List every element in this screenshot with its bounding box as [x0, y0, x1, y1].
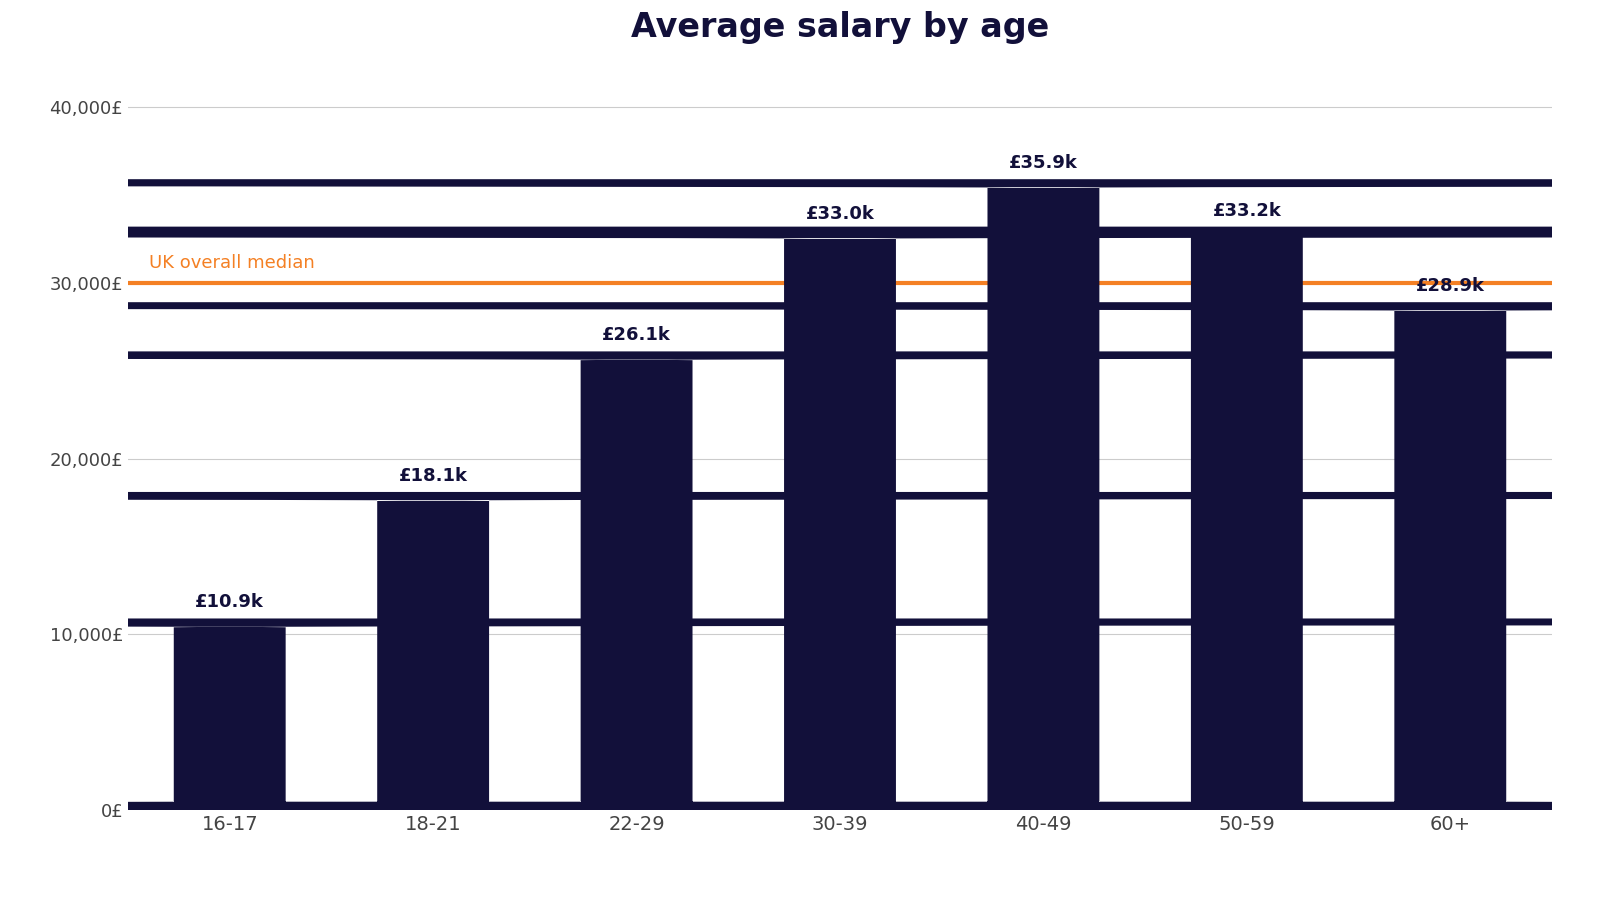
Text: £18.1k: £18.1k	[398, 467, 467, 485]
Title: Average salary by age: Average salary by age	[630, 12, 1050, 44]
FancyBboxPatch shape	[0, 351, 1600, 810]
Text: UK overall median: UK overall median	[149, 255, 315, 273]
FancyBboxPatch shape	[0, 230, 1600, 810]
FancyBboxPatch shape	[0, 492, 1600, 810]
Bar	[1190, 801, 1302, 810]
Bar	[378, 801, 490, 810]
Text: £28.9k: £28.9k	[1416, 277, 1485, 295]
Text: £26.1k: £26.1k	[602, 327, 670, 345]
Bar	[581, 801, 693, 810]
Text: £35.9k: £35.9k	[1010, 154, 1078, 172]
FancyBboxPatch shape	[0, 618, 1600, 810]
Bar	[1394, 801, 1506, 810]
FancyBboxPatch shape	[0, 302, 1600, 810]
FancyBboxPatch shape	[0, 179, 1600, 810]
Text: £33.2k: £33.2k	[1213, 202, 1282, 220]
Bar	[987, 801, 1099, 810]
FancyBboxPatch shape	[0, 227, 1600, 810]
Text: £10.9k: £10.9k	[195, 593, 264, 611]
Bar	[784, 801, 896, 810]
Text: £33.0k: £33.0k	[805, 205, 875, 223]
Bar	[174, 801, 286, 810]
